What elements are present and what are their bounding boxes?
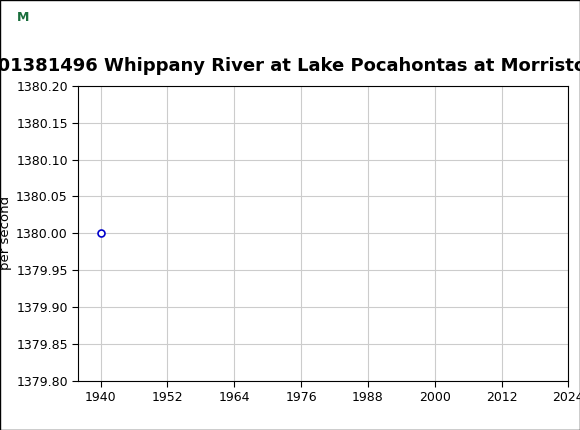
Text: M: M bbox=[17, 11, 29, 24]
Y-axis label: Annual Peak Streamflow, in cubic feet
per second: Annual Peak Streamflow, in cubic feet pe… bbox=[0, 107, 12, 360]
Text: USGS: USGS bbox=[44, 7, 107, 28]
FancyBboxPatch shape bbox=[7, 5, 39, 30]
Text: USGS 01381496 Whippany River at Lake Pocahontas at Morristown NJ: USGS 01381496 Whippany River at Lake Poc… bbox=[0, 56, 580, 74]
